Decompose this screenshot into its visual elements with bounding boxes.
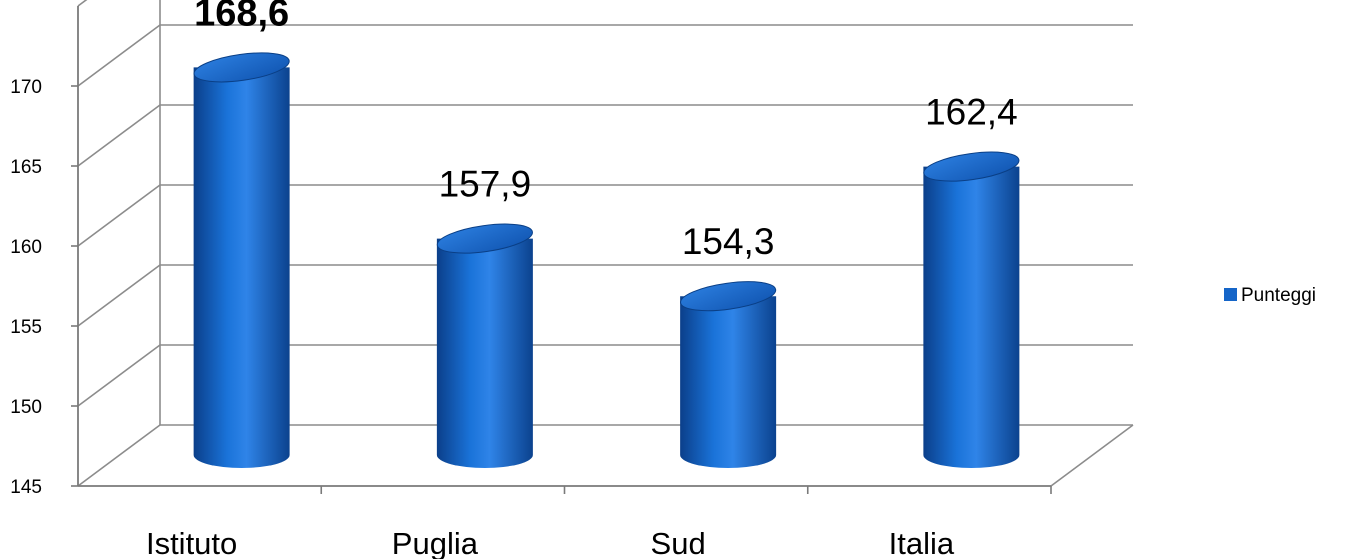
data-label: 154,3 bbox=[682, 221, 775, 262]
bar-body bbox=[680, 296, 777, 468]
bar-sud bbox=[680, 281, 777, 468]
category-label: Puglia bbox=[392, 526, 479, 559]
gridline-side bbox=[77, 264, 161, 327]
bar-puglia bbox=[436, 223, 533, 468]
data-label: 157,9 bbox=[439, 164, 532, 205]
data-label: 162,4 bbox=[925, 92, 1018, 133]
category-label: Istituto bbox=[146, 526, 237, 559]
category-label: Italia bbox=[889, 526, 955, 559]
gridlines bbox=[77, 0, 1134, 487]
gridline-side bbox=[77, 424, 161, 487]
labels: 168,6 Istituto 157,9 Puglia 154,3 Sud 162,4 Ita… bbox=[146, 0, 1018, 559]
bar-top bbox=[193, 52, 290, 83]
gridline-side bbox=[77, 104, 161, 167]
bar-body bbox=[436, 238, 533, 468]
gridline-side bbox=[77, 344, 161, 407]
bar-italia bbox=[923, 151, 1020, 468]
bar-istituto bbox=[193, 52, 290, 469]
gridline-side bbox=[77, 24, 161, 87]
y-tick-label: 145 bbox=[10, 477, 42, 498]
y-tick-label: 165 bbox=[10, 157, 42, 178]
bar-top bbox=[436, 223, 533, 254]
legend: Punteggi bbox=[1224, 285, 1316, 306]
category-label: Sud bbox=[651, 526, 706, 559]
y-tick-label: 155 bbox=[10, 317, 42, 338]
y-tick-label: 160 bbox=[10, 237, 42, 258]
y-tick-label: 150 bbox=[10, 397, 42, 418]
bar-top bbox=[923, 151, 1020, 182]
legend-swatch bbox=[1224, 288, 1237, 301]
floor-right-edge bbox=[1050, 424, 1134, 487]
bars bbox=[193, 52, 1020, 469]
data-label: 168,6 bbox=[194, 0, 289, 34]
axes: 145 150 155 160 165 170 bbox=[10, 6, 1052, 498]
gridline-side bbox=[77, 184, 161, 247]
bar-body bbox=[923, 166, 1020, 468]
gridline-side bbox=[77, 0, 88, 7]
legend-series-name: Punteggi bbox=[1241, 285, 1316, 306]
bar-top bbox=[680, 281, 777, 312]
y-tick-label: 170 bbox=[10, 77, 42, 98]
bar-body bbox=[193, 67, 290, 469]
